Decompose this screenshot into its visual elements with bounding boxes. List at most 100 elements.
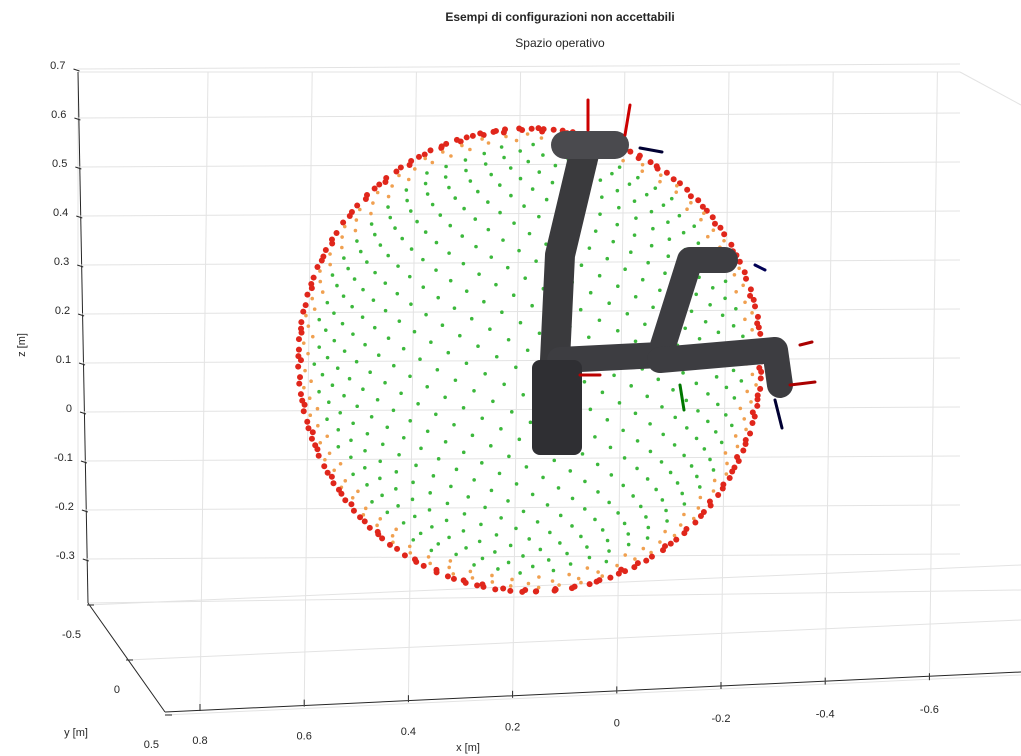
workspace-point	[330, 480, 336, 486]
workspace-point	[580, 263, 584, 267]
workspace-point	[616, 284, 620, 288]
workspace-point	[742, 269, 748, 275]
workspace-point	[363, 449, 367, 453]
workspace-point	[474, 582, 480, 588]
workspace-point	[316, 453, 322, 459]
workspace-point	[641, 163, 645, 167]
workspace-point	[441, 323, 445, 327]
workspace-point	[304, 292, 310, 298]
workspace-point	[379, 535, 385, 541]
workspace-point	[554, 164, 558, 168]
workspace-point	[557, 583, 561, 587]
workspace-point	[413, 167, 417, 171]
workspace-point	[570, 524, 574, 528]
workspace-point	[308, 413, 312, 417]
workspace-point	[434, 268, 438, 272]
workspace-point	[633, 557, 637, 561]
workspace-point	[392, 408, 396, 412]
workspace-point	[507, 455, 511, 459]
workspace-point	[663, 530, 667, 534]
workspace-point	[736, 445, 740, 449]
workspace-point	[607, 501, 611, 505]
workspace-point	[494, 283, 498, 287]
workspace-point	[421, 563, 427, 569]
workspace-point	[675, 184, 679, 188]
workspace-point	[531, 143, 535, 147]
workspace-point	[618, 401, 622, 405]
workspace-point	[552, 459, 556, 463]
workspace-point	[750, 328, 754, 332]
workspace-point	[609, 446, 613, 450]
workspace-point	[491, 580, 495, 584]
workspace-point	[324, 328, 328, 332]
workspace-point	[402, 552, 408, 558]
workspace-point	[518, 438, 522, 442]
workspace-point	[386, 254, 390, 258]
workspace-point	[708, 303, 712, 307]
workspace-point	[754, 383, 758, 387]
workspace-point	[528, 232, 532, 236]
workspace-point	[748, 286, 754, 292]
workspace-point	[423, 157, 427, 161]
workspace-point	[378, 477, 382, 481]
workspace-point	[481, 132, 487, 138]
workspace-point	[317, 318, 321, 322]
workspace-point	[470, 133, 476, 139]
workspace-point	[317, 390, 321, 394]
grid-line	[86, 505, 960, 510]
workspace-point	[627, 543, 631, 547]
workspace-point	[405, 199, 409, 203]
workspace-point	[697, 241, 701, 245]
workspace-point	[692, 520, 698, 526]
workspace-point	[651, 227, 655, 231]
workspace-point	[363, 196, 369, 202]
workspace-point	[749, 400, 753, 404]
workspace-point	[487, 141, 491, 145]
workspace-point	[370, 415, 374, 419]
workspace-point	[472, 478, 476, 482]
workspace-point	[316, 407, 320, 411]
workspace-point	[744, 428, 748, 432]
workspace-point	[529, 126, 535, 132]
workspace-point	[372, 298, 376, 302]
workspace-point	[695, 197, 701, 203]
workspace-point	[636, 176, 640, 180]
workspace-point	[666, 220, 670, 224]
workspace-point	[648, 422, 652, 426]
workspace-point	[458, 334, 462, 338]
workspace-point	[526, 160, 530, 164]
z-tick-label: 0.3	[54, 256, 69, 268]
workspace-point	[617, 206, 621, 210]
workspace-point	[314, 446, 320, 452]
workspace-point	[325, 417, 329, 421]
chart-subtitle: Spazio operativo	[515, 36, 605, 50]
workspace-point	[751, 297, 757, 303]
y-axis-label: y [m]	[64, 727, 88, 739]
workspace-point	[318, 280, 322, 284]
workspace-point	[663, 271, 667, 275]
workspace-point	[683, 502, 687, 506]
z-tick-label: 0.2	[55, 305, 70, 317]
workspace-point	[660, 405, 664, 409]
workspace-point	[589, 291, 593, 295]
workspace-point	[379, 243, 383, 247]
robot	[532, 100, 815, 455]
workspace-point	[351, 472, 355, 476]
workspace-point	[634, 339, 638, 343]
workspace-point	[519, 177, 523, 181]
workspace-point	[665, 519, 669, 523]
workspace-point	[653, 186, 657, 190]
workspace-point	[471, 576, 475, 580]
workspace-point	[648, 159, 654, 165]
workspace-point	[449, 279, 453, 283]
z-tick-label: 0.4	[53, 207, 68, 219]
workspace-point	[321, 373, 325, 377]
workspace-point	[424, 182, 428, 186]
workspace-point	[397, 174, 401, 178]
workspace-point	[631, 494, 635, 498]
workspace-point	[571, 497, 575, 501]
workspace-point	[741, 283, 745, 287]
workspace-point	[437, 457, 441, 461]
workspace-point	[737, 266, 741, 270]
workspace-point	[510, 410, 514, 414]
